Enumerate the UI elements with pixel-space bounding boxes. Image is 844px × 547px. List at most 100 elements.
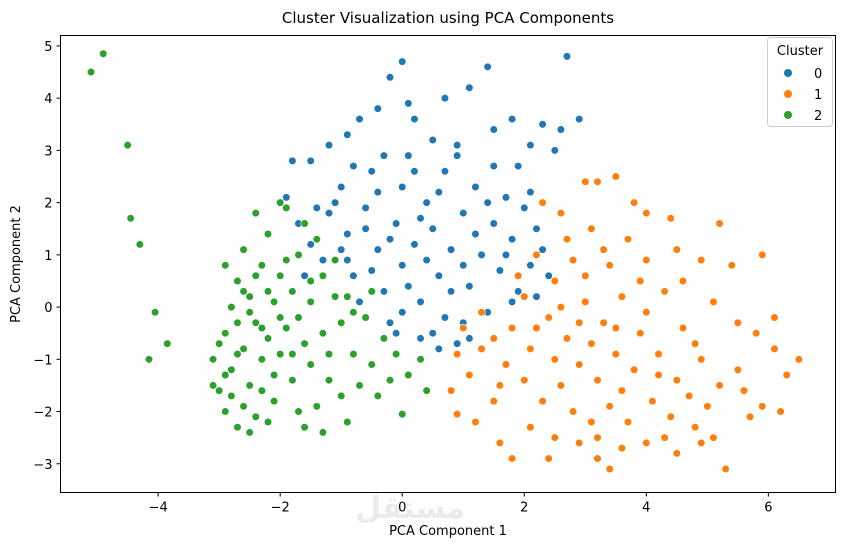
- data-point: [257, 261, 266, 270]
- data-point: [556, 381, 565, 390]
- data-point: [361, 224, 370, 233]
- data-point: [373, 391, 382, 400]
- data-point: [373, 188, 382, 197]
- data-point: [581, 271, 590, 280]
- data-point: [355, 297, 364, 306]
- data-point: [337, 391, 346, 400]
- data-point: [398, 308, 407, 317]
- data-point: [453, 349, 462, 359]
- data-point: [611, 323, 620, 333]
- data-point: [135, 240, 144, 249]
- x-tick-label: 2: [520, 501, 528, 516]
- data-point: [550, 276, 559, 286]
- data-point: [434, 271, 443, 280]
- data-point: [514, 287, 523, 296]
- data-point: [648, 397, 657, 406]
- data-point: [459, 261, 468, 270]
- data-point: [349, 161, 358, 171]
- data-point: [300, 423, 309, 432]
- data-point: [599, 318, 608, 327]
- data-point: [239, 245, 248, 254]
- data-point: [221, 370, 230, 380]
- data-point: [251, 412, 260, 421]
- data-point: [410, 114, 419, 124]
- data-point: [642, 308, 651, 317]
- data-point: [544, 313, 553, 322]
- data-point: [678, 323, 688, 333]
- data-point: [556, 302, 565, 312]
- data-point: [501, 193, 511, 202]
- data-point: [489, 161, 498, 171]
- data-point: [392, 329, 401, 338]
- data-point: [263, 334, 273, 343]
- data-point: [568, 255, 578, 265]
- data-point: [532, 292, 541, 301]
- data-point: [306, 297, 315, 306]
- data-point: [208, 381, 218, 390]
- data-point: [324, 376, 334, 385]
- data-point: [282, 203, 291, 212]
- data-point: [501, 360, 511, 369]
- series-cluster-2: [86, 49, 431, 437]
- data-point: [233, 349, 242, 359]
- data-point: [379, 287, 389, 296]
- x-tick-label: −2: [271, 501, 290, 516]
- data-point: [514, 271, 523, 280]
- data-point: [288, 376, 297, 385]
- y-tick-label: −1: [33, 353, 52, 368]
- data-point: [538, 245, 547, 254]
- data-point: [434, 344, 443, 353]
- data-point: [691, 339, 700, 348]
- data-point: [575, 318, 584, 327]
- data-point: [459, 323, 468, 333]
- data-point: [507, 297, 517, 306]
- data-point: [398, 57, 407, 66]
- data-point: [227, 365, 236, 374]
- data-point: [343, 417, 352, 427]
- data-point: [392, 219, 401, 228]
- data-point: [215, 339, 224, 348]
- data-point: [312, 203, 321, 212]
- data-point: [507, 114, 517, 124]
- data-point: [550, 355, 559, 364]
- data-point: [587, 417, 596, 427]
- data-point: [697, 355, 706, 364]
- data-point: [526, 423, 535, 432]
- data-point: [294, 250, 303, 259]
- data-point: [568, 407, 578, 416]
- data-point: [477, 344, 486, 353]
- data-point: [373, 104, 382, 113]
- data-point: [257, 323, 266, 333]
- data-point: [453, 339, 462, 348]
- data-point: [587, 339, 596, 348]
- data-point: [514, 161, 523, 171]
- data-point: [221, 261, 230, 270]
- data-point: [446, 287, 456, 296]
- data-point: [611, 172, 620, 181]
- data-point: [617, 444, 627, 453]
- data-point: [239, 402, 248, 411]
- data-point: [538, 397, 547, 406]
- data-point: [263, 229, 273, 239]
- data-point: [520, 292, 529, 301]
- data-point: [507, 323, 517, 333]
- data-point: [556, 125, 565, 134]
- legend-label: 1: [814, 88, 822, 103]
- data-point: [422, 198, 431, 207]
- legend-marker-2: [784, 111, 792, 119]
- data-point: [672, 376, 681, 385]
- data-point: [288, 287, 297, 296]
- data-point: [385, 73, 395, 82]
- data-point: [404, 282, 413, 291]
- data-point: [703, 402, 712, 411]
- data-point: [575, 360, 584, 369]
- data-point: [324, 208, 334, 218]
- data-point: [318, 329, 328, 338]
- data-point: [276, 349, 285, 359]
- data-point: [349, 308, 358, 317]
- data-point: [721, 464, 730, 474]
- data-point: [150, 308, 160, 317]
- data-point: [251, 318, 260, 327]
- legend-box: [767, 37, 833, 127]
- data-point: [562, 235, 572, 244]
